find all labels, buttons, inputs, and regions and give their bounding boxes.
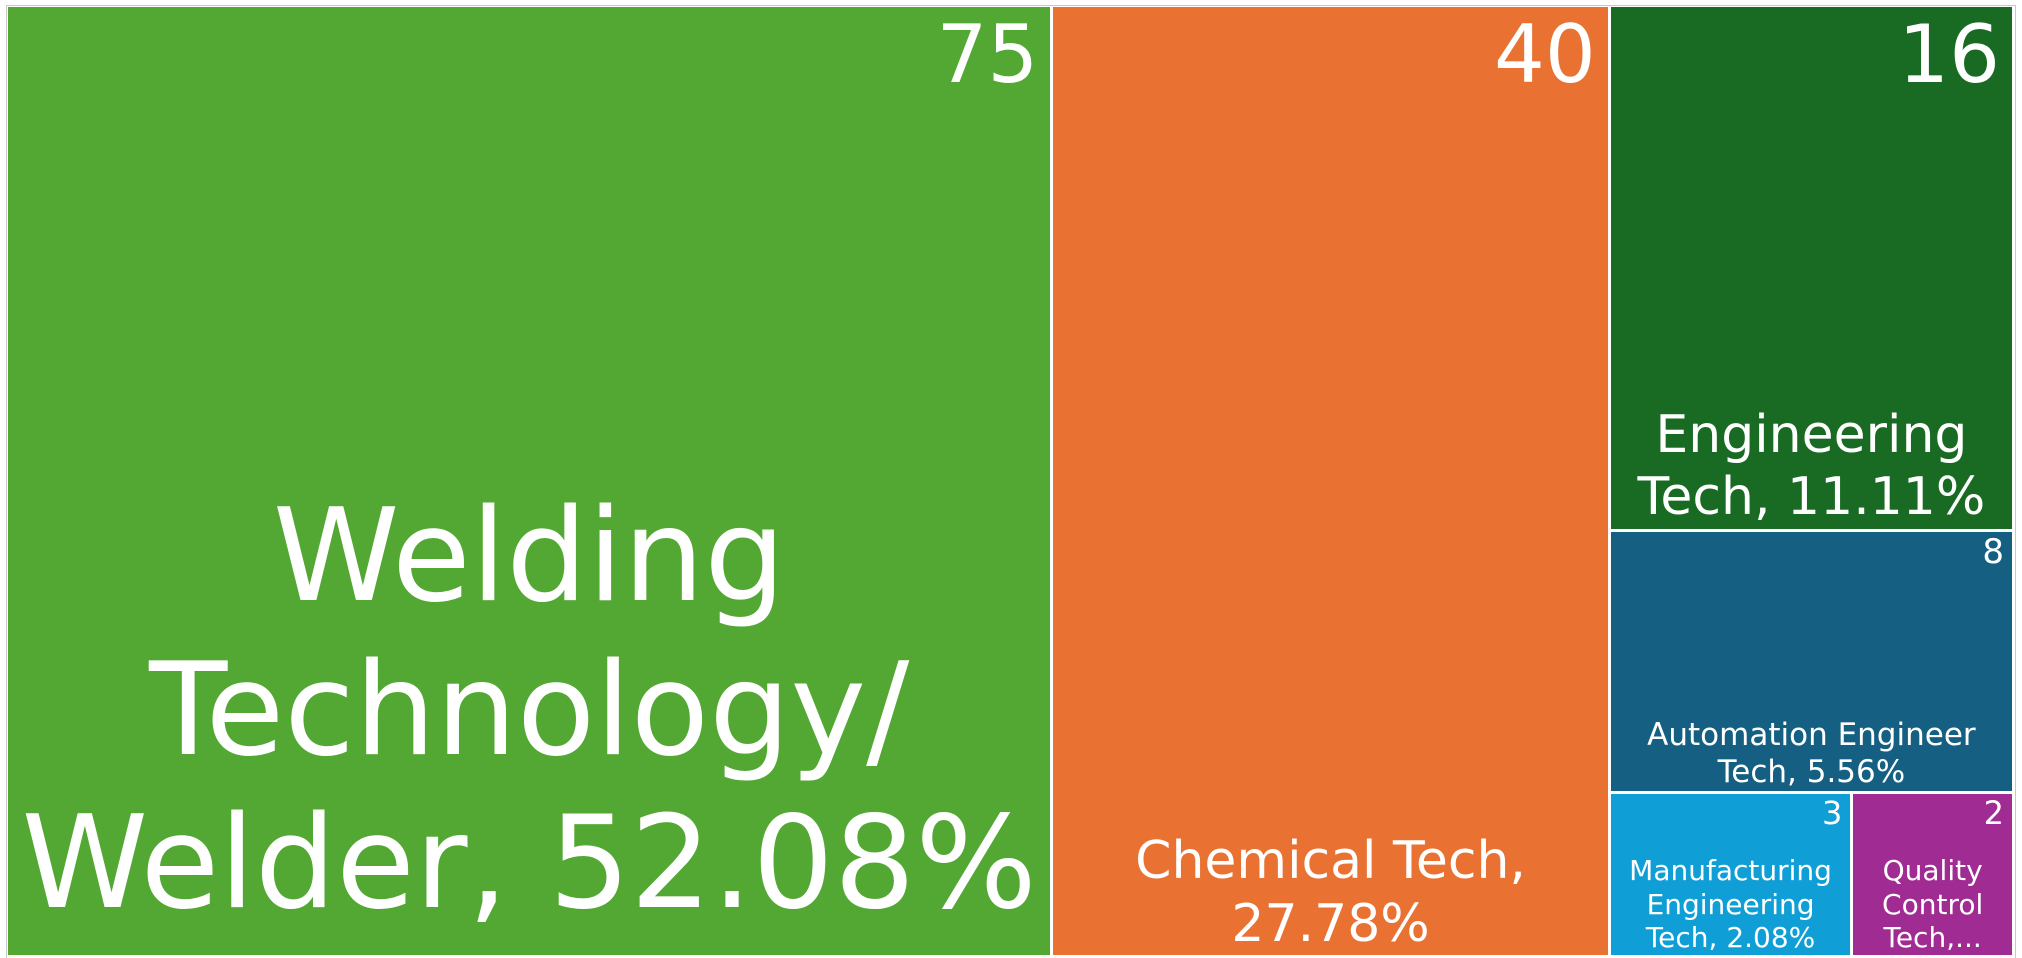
tile-value: 2 [1983, 794, 2004, 833]
tile-label: Automation Engineer Tech, 5.56% [1647, 716, 1976, 790]
tile: Quality Control Tech,... 2 [1853, 794, 2012, 955]
tile: Manufacturing Engineering Tech, 2.08% 3 [1610, 794, 1851, 955]
chart-frame [6, 5, 2016, 958]
tile-value: 40 [1494, 8, 1596, 101]
tile-label: Quality Control Tech,... [1882, 854, 1984, 955]
tile-label: Manufacturing Engineering Tech, 2.08% [1629, 854, 1832, 955]
tile: Automation Engineer Tech, 5.56% 8 [1610, 531, 2012, 792]
tile-label: Engineering Tech, 11.11% [1637, 404, 1986, 528]
tile-value: 16 [1898, 8, 2000, 101]
tile-label: Chemical Tech, 27.78% [1135, 831, 1526, 954]
tile-value: 8 [1982, 531, 2004, 572]
tile-value: 75 [936, 8, 1039, 101]
tile: Welding Technology/ Welder, 52.08% 75 [8, 7, 1051, 955]
tile: Chemical Tech, 27.78% 40 [1053, 7, 1608, 955]
tile: Engineering Tech, 11.11% 16 [1610, 7, 2012, 529]
tile-label: Welding Technology/ Welder, 52.08% [21, 482, 1037, 939]
tile-value: 3 [1821, 794, 1843, 833]
